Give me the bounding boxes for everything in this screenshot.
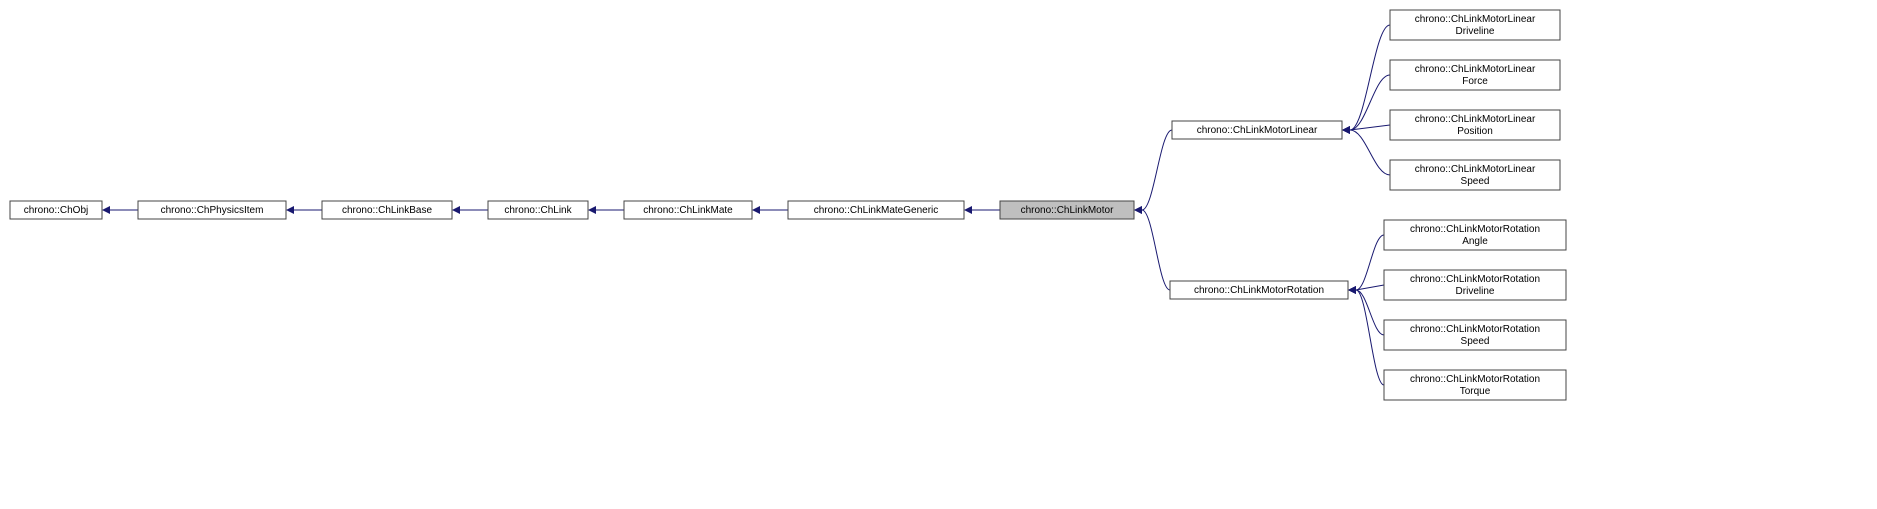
class-node-label: Speed [1461,336,1490,347]
inheritance-edge [1356,290,1384,385]
class-node-label: Speed [1461,176,1490,187]
class-node[interactable]: chrono::ChLinkMotorLinearPosition [1390,110,1560,140]
class-node-label: chrono::ChLinkMotor [1021,205,1114,216]
class-node-label: chrono::ChLinkMotorRotation [1410,224,1540,235]
class-node-label: chrono::ChLinkMotorLinear [1415,114,1536,125]
class-node-label: Position [1457,126,1493,137]
class-node[interactable]: chrono::ChLinkMotorLinearForce [1390,60,1560,90]
class-node-label: chrono::ChLinkMotorLinear [1197,125,1318,136]
class-node-label: Torque [1460,386,1491,397]
arrowhead-icon [286,206,294,214]
class-node-label: Angle [1462,236,1488,247]
class-node[interactable]: chrono::ChLinkMotor [1000,201,1134,219]
class-node-label: Driveline [1456,286,1495,297]
class-node-label: chrono::ChPhysicsItem [161,205,264,216]
arrowhead-icon [1342,126,1350,134]
inheritance-edge [1356,235,1384,290]
class-node-label: Driveline [1456,26,1495,37]
class-node[interactable]: chrono::ChLinkMate [624,201,752,219]
class-node-label: chrono::ChLinkMotorLinear [1415,14,1536,25]
class-node[interactable]: chrono::ChLinkMotorRotationTorque [1384,370,1566,400]
inheritance-edge [1142,130,1172,210]
class-node-label: chrono::ChLinkMotorRotation [1410,324,1540,335]
arrowhead-icon [1134,206,1142,214]
class-node-label: chrono::ChLinkBase [342,205,432,216]
class-node[interactable]: chrono::ChLink [488,201,588,219]
class-node-label: chrono::ChLinkMotorLinear [1415,164,1536,175]
inheritance-edge [1350,130,1390,175]
inheritance-edge [1356,290,1384,335]
class-node-label: chrono::ChLink [504,205,572,216]
class-node-label: chrono::ChLinkMateGeneric [814,205,939,216]
arrowhead-icon [588,206,596,214]
arrowhead-icon [964,206,972,214]
class-node-label: chrono::ChLinkMotorRotation [1410,374,1540,385]
class-hierarchy-diagram: chrono::ChObjchrono::ChPhysicsItemchrono… [0,0,1877,509]
class-node[interactable]: chrono::ChPhysicsItem [138,201,286,219]
class-node-label: chrono::ChLinkMate [643,205,733,216]
class-node[interactable]: chrono::ChLinkMotorRotation [1170,281,1348,299]
class-node-label: chrono::ChObj [24,205,88,216]
class-node[interactable]: chrono::ChLinkMotorRotationAngle [1384,220,1566,250]
class-node-label: chrono::ChLinkMotorLinear [1415,64,1536,75]
class-node[interactable]: chrono::ChLinkMotorRotationSpeed [1384,320,1566,350]
class-node[interactable]: chrono::ChLinkMotorLinearSpeed [1390,160,1560,190]
inheritance-edge [1350,75,1390,130]
arrowhead-icon [752,206,760,214]
class-node[interactable]: chrono::ChObj [10,201,102,219]
inheritance-edge [1142,210,1170,290]
class-node[interactable]: chrono::ChLinkMotorLinearDriveline [1390,10,1560,40]
class-node[interactable]: chrono::ChLinkBase [322,201,452,219]
arrowhead-icon [452,206,460,214]
class-node[interactable]: chrono::ChLinkMateGeneric [788,201,964,219]
class-node[interactable]: chrono::ChLinkMotorLinear [1172,121,1342,139]
arrowhead-icon [102,206,110,214]
class-node-label: Force [1462,76,1488,87]
class-node[interactable]: chrono::ChLinkMotorRotationDriveline [1384,270,1566,300]
class-node-label: chrono::ChLinkMotorRotation [1410,274,1540,285]
arrowhead-icon [1348,286,1356,294]
class-node-label: chrono::ChLinkMotorRotation [1194,285,1324,296]
